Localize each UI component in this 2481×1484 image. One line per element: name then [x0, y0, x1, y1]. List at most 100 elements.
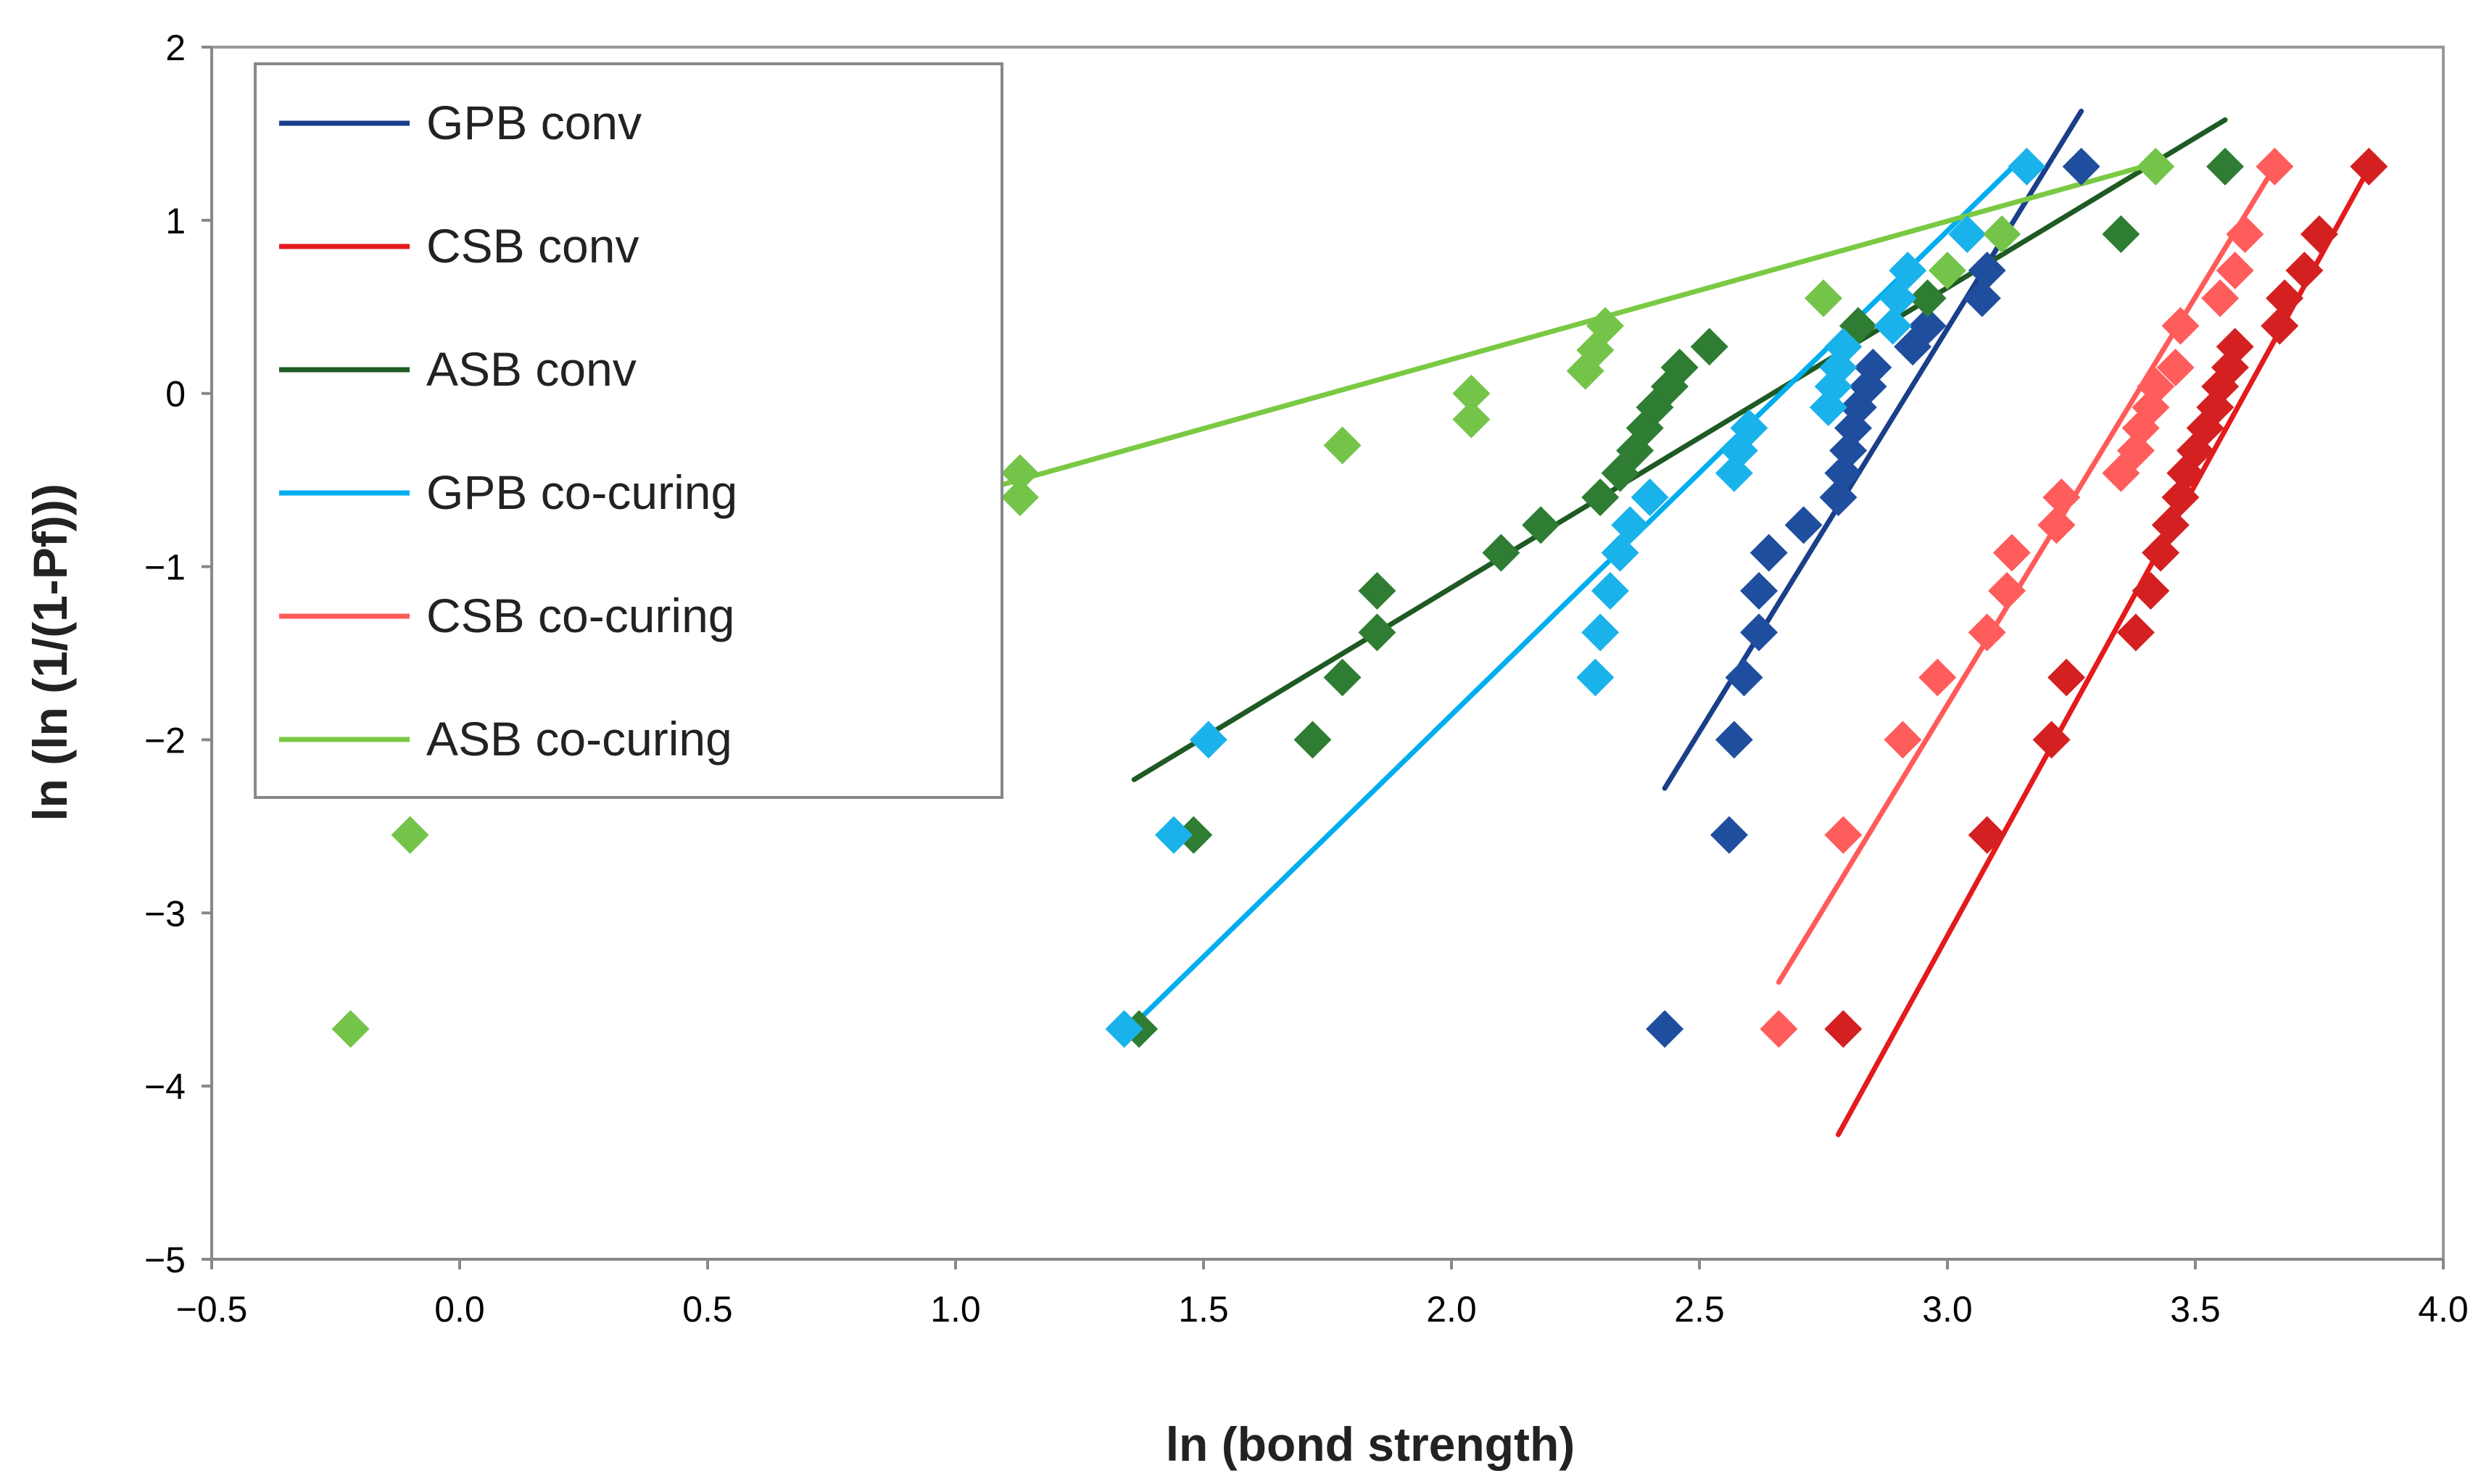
y-tick-label: −4 — [144, 1066, 186, 1107]
y-tick-label: −3 — [144, 893, 186, 934]
data-point-series-0 — [1819, 478, 1857, 517]
data-point-series-4 — [2256, 147, 2294, 186]
data-point-series-5 — [1323, 426, 1362, 465]
x-axis-ticks: −0.5 0.0 0.5 1.0 1.5 2.0 2.5 3.0 3.5 4.0 — [176, 1259, 2469, 1330]
fit-line-series-3 — [1122, 160, 2020, 1037]
legend: GPB conv CSB conv ASB conv GPB co-curing CSB… — [254, 62, 1003, 799]
data-point-series-5 — [331, 1010, 370, 1048]
data-point-series-3 — [1948, 215, 1987, 253]
data-point-series-5 — [1001, 478, 1039, 517]
y-axis-title: ln (ln (1/(1-Pf))) — [23, 484, 77, 821]
data-point-series-1 — [1824, 1010, 1863, 1048]
y-tick-label: −2 — [144, 720, 186, 760]
y-tick-label: 1 — [165, 201, 186, 241]
data-point-series-2 — [1650, 368, 1689, 406]
data-point-series-0 — [1740, 613, 1778, 652]
data-point-series-2 — [1358, 572, 1396, 610]
data-point-series-2 — [1660, 348, 1699, 386]
data-point-series-1 — [2266, 279, 2304, 318]
data-point-series-2 — [1522, 506, 1560, 544]
data-point-series-3 — [1730, 409, 1768, 447]
data-point-series-0 — [1715, 721, 1753, 759]
data-point-series-3 — [1576, 658, 1615, 697]
data-point-series-5 — [391, 816, 429, 854]
data-point-series-1 — [2285, 252, 2324, 290]
data-point-series-4 — [2161, 307, 2200, 345]
x-axis-title: ln (bond strength) — [1166, 1417, 1575, 1471]
data-point-series-1 — [2132, 572, 2170, 610]
legend-label: ASB conv — [426, 342, 637, 396]
data-point-series-4 — [2042, 478, 2081, 517]
data-point-series-2 — [1482, 534, 1520, 572]
data-point-series-3 — [1154, 816, 1193, 854]
legend-box — [254, 62, 1003, 799]
legend-label: CSB conv — [426, 219, 639, 273]
data-point-series-4 — [1992, 534, 2031, 572]
data-point-series-4 — [2037, 506, 2076, 544]
data-point-series-2 — [1581, 478, 1620, 517]
fit-line-series-2 — [1131, 117, 2228, 782]
data-point-series-1 — [2216, 328, 2254, 366]
data-point-series-0 — [1854, 348, 1892, 386]
y-axis-ticks: −5 −4 −3 −2 −1 0 1 2 — [144, 28, 212, 1280]
fit-line-series-1 — [1836, 165, 2372, 1137]
x-tick-label: 2.5 — [1674, 1289, 1725, 1330]
x-tick-label: 0.0 — [434, 1289, 485, 1330]
data-point-series-0 — [1849, 368, 1887, 406]
fit-line-series-4 — [1776, 164, 2277, 985]
data-point-series-4 — [2201, 279, 2240, 318]
x-tick-label: −0.5 — [176, 1289, 248, 1330]
legend-label: ASB co-curing — [426, 712, 732, 766]
data-point-series-4 — [1988, 572, 2026, 610]
data-point-series-3 — [1611, 506, 1649, 544]
data-point-series-4 — [1884, 721, 1922, 759]
x-tick-label: 3.0 — [1922, 1289, 1973, 1330]
data-point-series-1 — [2116, 613, 2155, 652]
data-point-series-0 — [1784, 506, 1823, 544]
data-point-series-4 — [1824, 816, 1863, 854]
data-point-series-0 — [1710, 816, 1749, 854]
x-tick-label: 3.5 — [2170, 1289, 2221, 1330]
data-point-series-3 — [1105, 1010, 1143, 1048]
data-point-series-4 — [1968, 613, 2006, 652]
y-tick-label: 0 — [165, 374, 186, 415]
x-tick-label: 4.0 — [2418, 1289, 2469, 1330]
data-point-series-2 — [1293, 721, 1332, 759]
data-point-series-0 — [1968, 252, 2006, 290]
x-tick-label: 0.5 — [682, 1289, 733, 1330]
data-point-series-1 — [2350, 147, 2388, 186]
data-point-series-1 — [2300, 215, 2338, 253]
x-tick-label: 1.5 — [1178, 1289, 1229, 1330]
data-point-series-0 — [2062, 147, 2100, 186]
data-point-series-1 — [2261, 307, 2299, 345]
legend-label: CSB co-curing — [426, 589, 735, 642]
data-point-series-5 — [1929, 252, 1966, 290]
y-tick-label: −1 — [144, 547, 186, 588]
data-point-series-2 — [1690, 328, 1728, 366]
data-point-series-1 — [2161, 478, 2200, 517]
data-point-series-3 — [1814, 368, 1852, 406]
data-point-series-3 — [1889, 252, 1927, 290]
legend-label: GPB co-curing — [426, 465, 737, 519]
data-point-series-5 — [2137, 147, 2175, 186]
data-point-series-2 — [1908, 279, 1947, 318]
data-point-series-2 — [2102, 215, 2140, 253]
data-point-series-0 — [1963, 279, 2001, 318]
data-markers — [331, 147, 2388, 1048]
data-point-series-3 — [1824, 328, 1863, 366]
data-point-series-1 — [2047, 658, 2086, 697]
data-point-series-0 — [1749, 534, 1788, 572]
data-point-series-3 — [2008, 147, 2046, 186]
data-point-series-0 — [1646, 1010, 1684, 1048]
y-tick-label: 2 — [165, 28, 186, 68]
data-point-series-4 — [1760, 1010, 1798, 1048]
data-point-series-5 — [1983, 215, 2021, 253]
data-point-series-3 — [1189, 721, 1227, 759]
x-tick-label: 1.0 — [930, 1289, 981, 1330]
data-point-series-4 — [2226, 215, 2264, 253]
data-point-series-1 — [2201, 368, 2240, 406]
y-tick-label: −5 — [144, 1240, 186, 1280]
data-point-series-4 — [2137, 368, 2175, 406]
data-point-series-2 — [1175, 816, 1213, 854]
